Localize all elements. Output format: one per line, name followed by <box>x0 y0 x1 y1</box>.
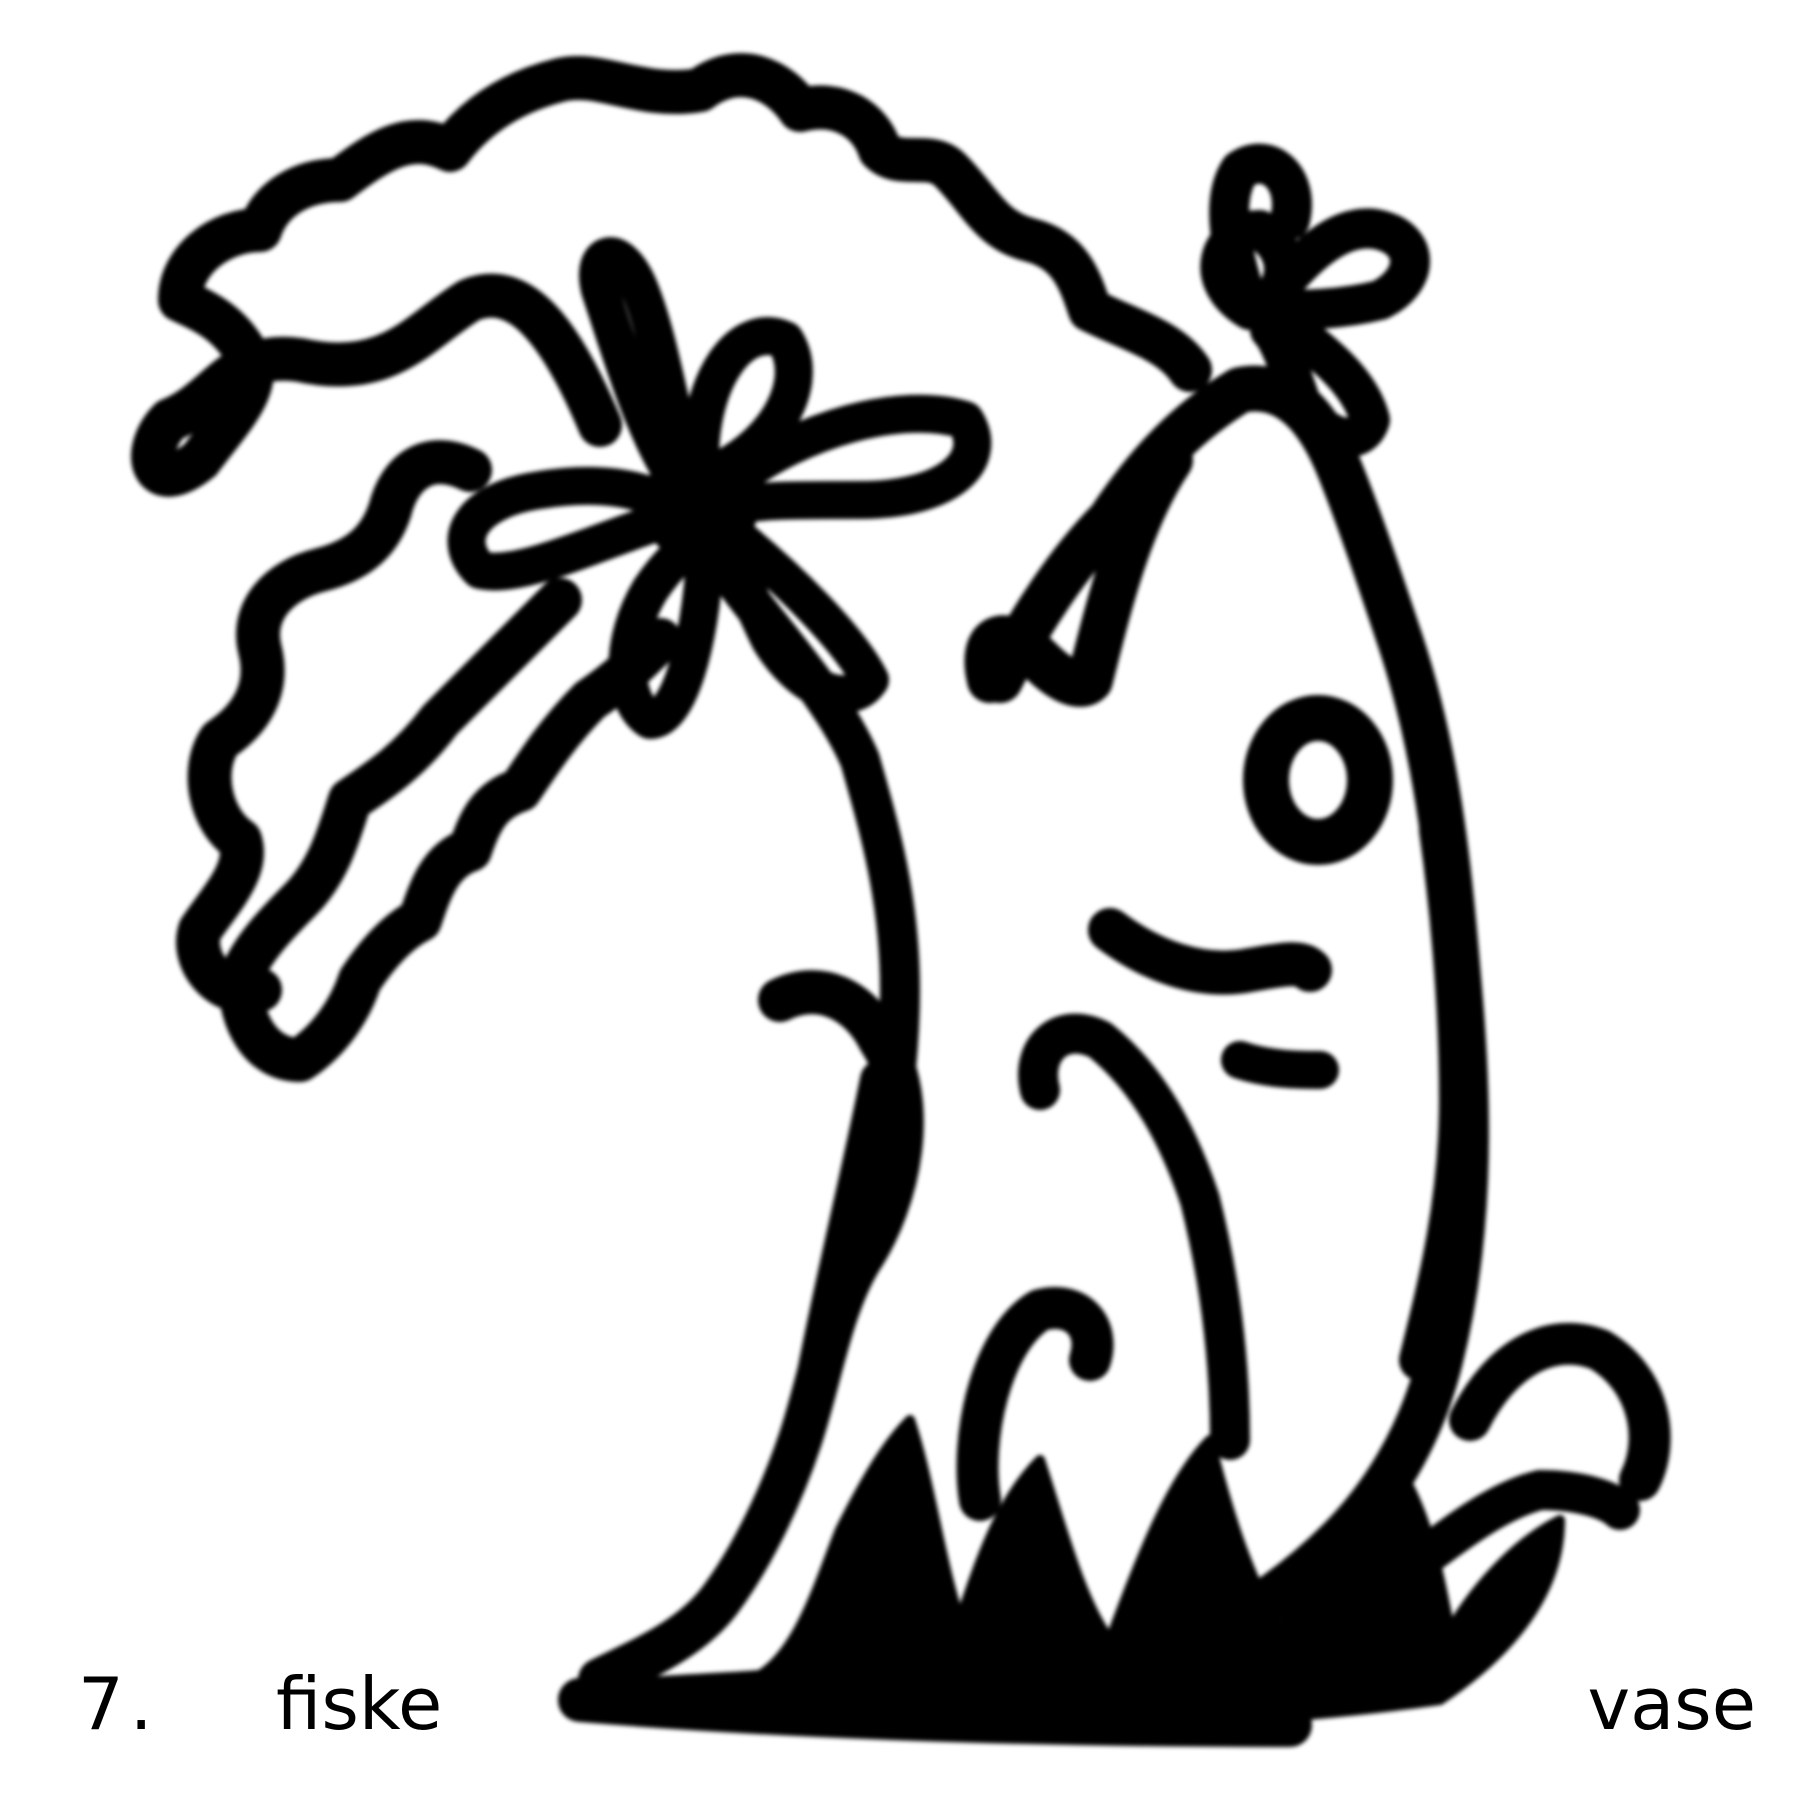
left-curl-shape <box>956 1287 1114 1521</box>
right-curl-shape-lower <box>1400 1470 1640 1580</box>
caption-word-left: fiske <box>276 1662 443 1746</box>
vase-left-side <box>964 437 1193 707</box>
vase-base-line <box>558 1678 1312 1747</box>
leaf-upper-shape <box>131 53 1212 497</box>
vase-right-line <box>1399 809 1481 1381</box>
fish-gill-shape <box>1018 1013 1250 1460</box>
fish-smile-shape <box>1088 908 1332 995</box>
left-stem-shape <box>790 1060 900 1430</box>
flower-petal-left <box>447 466 684 591</box>
flower-petal-top <box>681 317 813 489</box>
flower-petal-right <box>716 394 992 524</box>
right-curl-shape <box>1449 1322 1671 1501</box>
caption-word-right: vase <box>1587 1662 1756 1746</box>
flower-petal-upper-left <box>579 237 704 489</box>
flower-petal-bottom <box>608 521 724 739</box>
vase-base-grass <box>595 1415 1565 1735</box>
leaf-lower-shape <box>218 578 682 1082</box>
fish-eye-shape <box>1243 695 1393 865</box>
fish-gill-lower <box>1221 1041 1339 1089</box>
small-flower-petals <box>1200 143 1430 458</box>
leaf-lower-shape-outer <box>176 440 492 1014</box>
caption-number: 7. <box>78 1662 159 1746</box>
